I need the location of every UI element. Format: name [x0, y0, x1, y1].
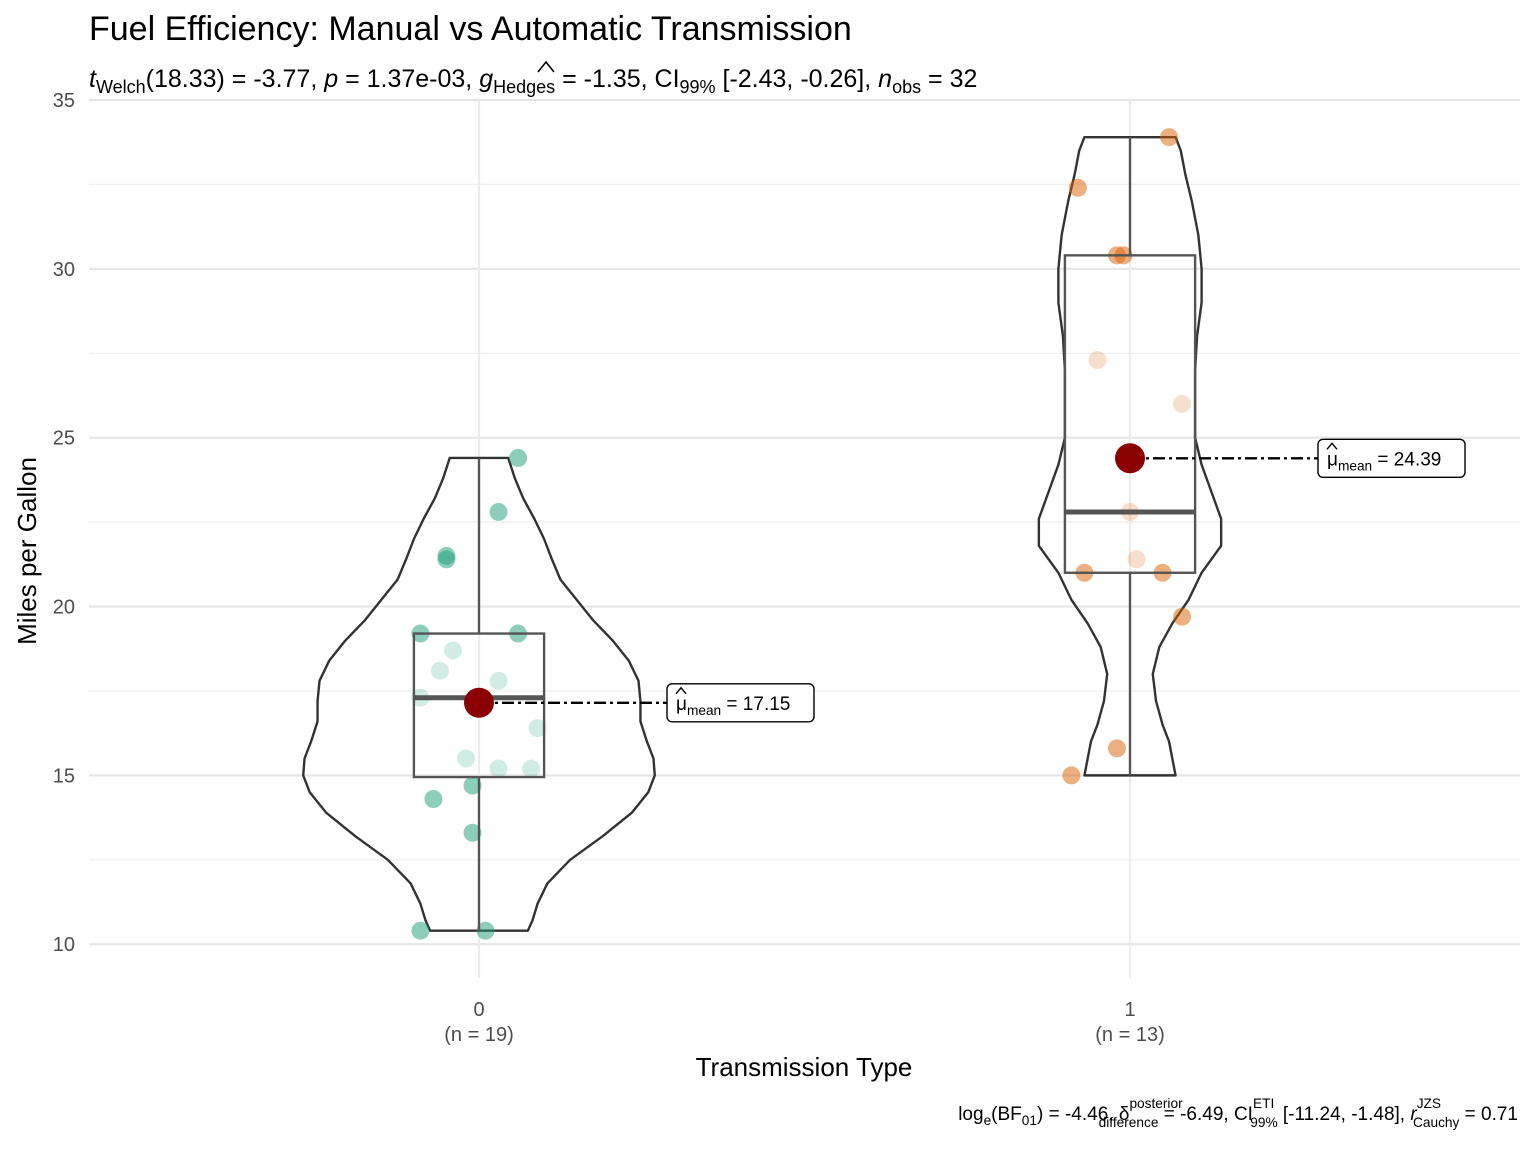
- subtitle-g-sub: Hedges: [493, 77, 555, 97]
- x-axis-title: Transmission Type: [696, 1052, 913, 1082]
- data-point: [1160, 128, 1179, 147]
- data-point: [463, 776, 482, 795]
- subtitle-ci-value: [-2.43, -0.26],: [716, 65, 879, 93]
- subtitle-p-value: = 1.37e-03,: [338, 65, 479, 93]
- data-point: [1068, 178, 1087, 197]
- box: [1063, 254, 1197, 574]
- grid: [89, 98, 1520, 978]
- data-point: [1088, 351, 1107, 370]
- chart-subtitle: tWelch(18.33) = -3.77, p = 1.37e-03, gHe…: [89, 65, 977, 97]
- y-tick-label: 15: [53, 765, 75, 787]
- data-point: [1173, 394, 1192, 413]
- data-point: [1173, 607, 1192, 626]
- x-tick-count-label: (n = 13): [1095, 1024, 1164, 1046]
- data-point: [430, 661, 449, 680]
- y-axis-title: Miles per Gallon: [12, 457, 42, 645]
- mean-value: = 24.39: [1372, 449, 1441, 470]
- data-point: [509, 448, 528, 467]
- data-point: [437, 546, 456, 565]
- mean-symbol: μ: [676, 694, 687, 715]
- data-point: [424, 790, 443, 809]
- g-hat-mark: [537, 60, 555, 73]
- y-tick-label: 20: [53, 597, 75, 619]
- caption-bf-sub: 01: [1022, 1113, 1037, 1128]
- caption-log: log: [958, 1104, 983, 1125]
- y-tick-label: 10: [53, 934, 75, 956]
- subtitle-t-label: t: [89, 65, 97, 93]
- x-ticks: 0 (n = 19) 1 (n = 13): [444, 999, 1164, 1046]
- mean-point: [1115, 443, 1145, 474]
- y-tick-label: 25: [53, 428, 75, 450]
- data-point: [1107, 739, 1126, 758]
- data-point: [522, 759, 541, 778]
- caption-delta-sub: difference: [1099, 1115, 1159, 1130]
- caption-r-value: = 0.71: [1459, 1104, 1518, 1125]
- data-point: [489, 502, 508, 521]
- data-point: [528, 719, 547, 738]
- data-point: [411, 921, 430, 940]
- mean-label-box: [666, 683, 815, 723]
- caption-r-sup: JZS: [1417, 1096, 1441, 1111]
- violin-outline: [302, 456, 656, 932]
- subtitle-g-label: g: [479, 65, 493, 93]
- box: [412, 632, 546, 779]
- subtitle-t-sub: Welch: [96, 77, 146, 97]
- caption-bf-value: ) = -4.46,: [1037, 1104, 1119, 1125]
- caption-ci-sup: ETI: [1253, 1096, 1274, 1111]
- caption-ci-value: [-11.24, -1.48],: [1278, 1104, 1411, 1125]
- mean-label: μmean = 24.39: [1327, 449, 1441, 473]
- subtitle-ci-sub: 99%: [680, 77, 716, 97]
- subtitle-p-label: p: [323, 65, 338, 93]
- caption-delta-value: = -6.49, CI: [1158, 1104, 1253, 1125]
- caption-delta-sup: posterior: [1129, 1096, 1183, 1111]
- subtitle-t-value: (18.33) = -3.77,: [146, 65, 325, 93]
- data-point: [456, 749, 475, 768]
- caption-r-sub: Cauchy: [1413, 1115, 1460, 1130]
- x-tick-label: 1: [1124, 999, 1135, 1021]
- mean-subscript: mean: [687, 703, 721, 718]
- data-point: [1062, 766, 1081, 785]
- mean-label: μmean = 17.15: [676, 694, 790, 718]
- x-tick-label: 0: [473, 999, 484, 1021]
- caption-ci-sub: 99%: [1250, 1115, 1277, 1130]
- y-tick-label: 35: [53, 90, 75, 112]
- chart-caption: loge(BF01) = -4.46, δposterior difference…: [958, 1096, 1518, 1130]
- x-tick-count-label: (n = 19): [444, 1024, 513, 1046]
- mean-hat-mark: [675, 686, 687, 695]
- data-point: [476, 921, 495, 940]
- caption-log-sub: e: [984, 1113, 992, 1128]
- mean-point: [464, 687, 494, 718]
- y-tick-label: 30: [53, 259, 75, 281]
- data-point: [463, 823, 482, 842]
- subtitle-n-label: n: [878, 65, 892, 93]
- mean-label-box: [1317, 438, 1466, 478]
- subtitle-n-value: = 32: [921, 65, 977, 93]
- subtitle-n-sub: obs: [892, 77, 921, 97]
- mean-value: = 17.15: [721, 694, 790, 715]
- data-point: [1127, 550, 1146, 569]
- data-point: [443, 641, 462, 660]
- caption-bf: (BF: [991, 1104, 1022, 1125]
- caption-delta: δ: [1119, 1104, 1130, 1125]
- data-point: [489, 671, 508, 690]
- data-point: [489, 759, 508, 778]
- mean-subscript: mean: [1338, 458, 1372, 473]
- subtitle-g-value: = -1.35, CI: [555, 65, 679, 93]
- mean-symbol: μ: [1327, 449, 1338, 470]
- chart-title: Fuel Efficiency: Manual vs Automatic Tra…: [89, 10, 852, 48]
- caption-r: r: [1410, 1104, 1417, 1125]
- mean-hat-mark: [1326, 442, 1338, 450]
- y-ticks: 10 15 20 25 30 35: [53, 90, 75, 956]
